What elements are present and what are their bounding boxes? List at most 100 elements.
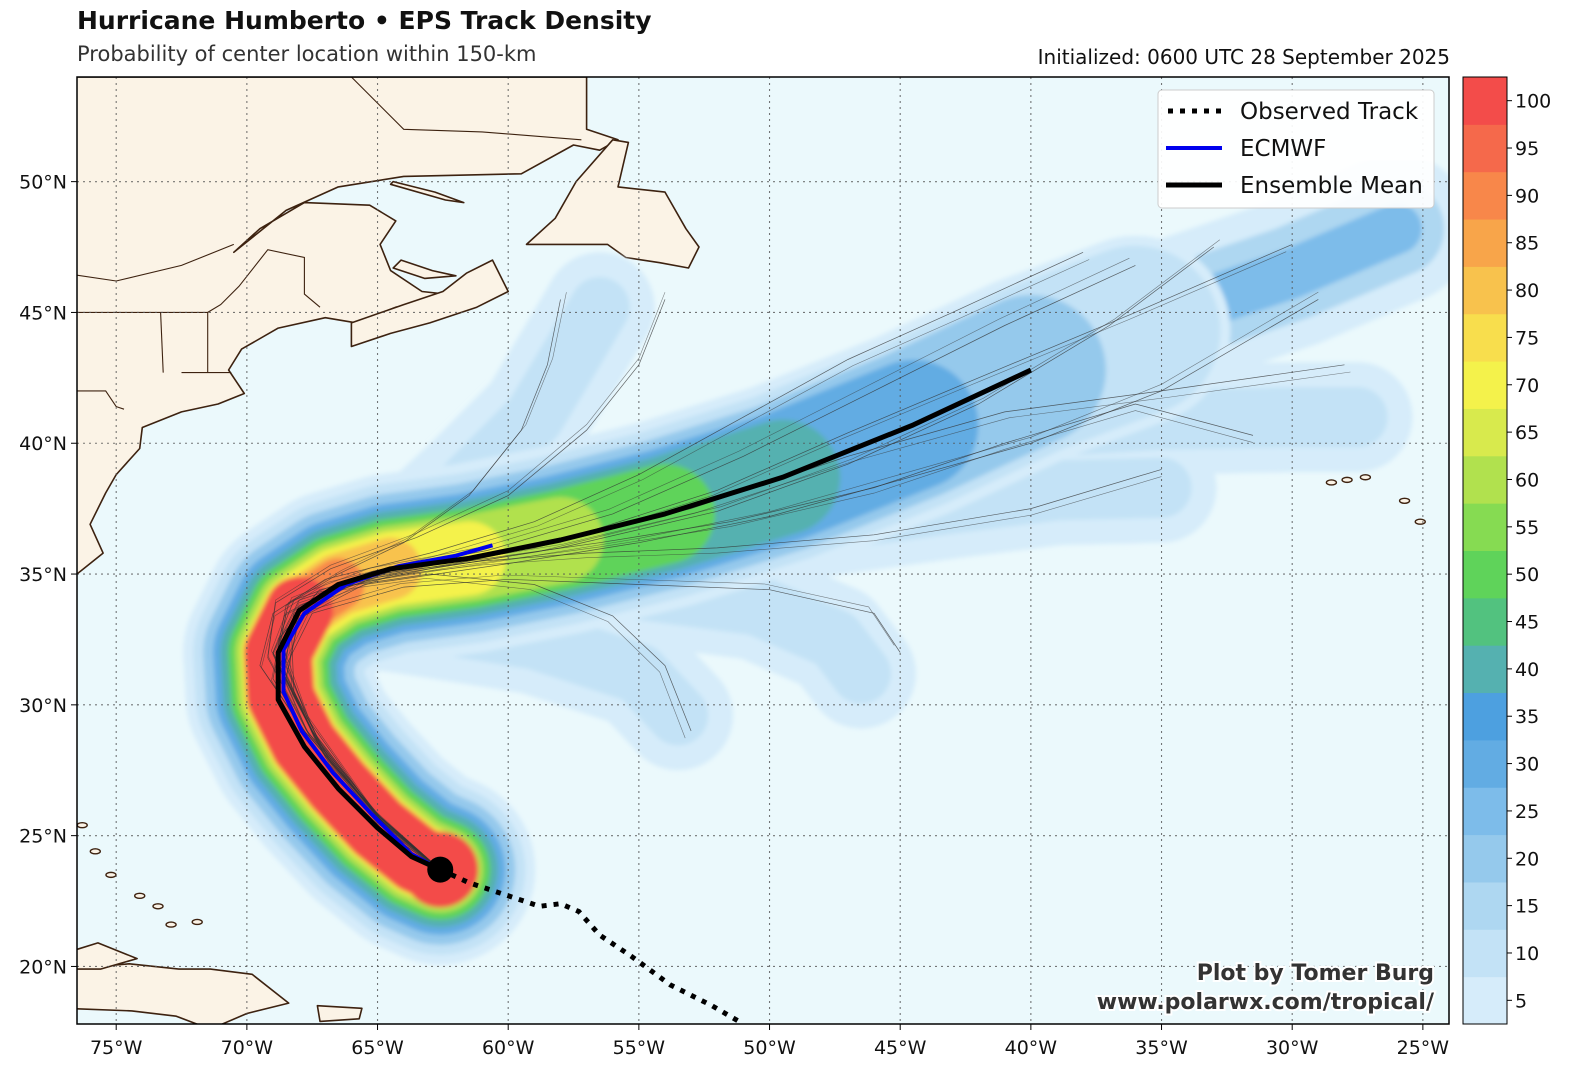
puerto-rico: [316, 1004, 363, 1023]
ensemble-mean-track-line: [275, 367, 1032, 872]
legend: Observed Track ECMWF Ensemble Mean: [1157, 89, 1435, 209]
ensemble-member-track: [277, 292, 567, 870]
colorbar-segment: [1463, 124, 1507, 173]
colorbar-tick-label: 85: [1515, 233, 1539, 255]
colorbar-frame: [1462, 76, 1508, 1025]
colorbar-tick-label: 40: [1515, 659, 1539, 681]
colorbar-segment: [1463, 77, 1507, 125]
island: [134, 892, 146, 900]
colorbar-segment: [1463, 361, 1507, 409]
colorbar-tick-label: 10: [1515, 943, 1539, 965]
ensemble-member-track: [283, 410, 1254, 870]
hispaniola: [77, 962, 290, 1024]
cuba-east: [77, 942, 138, 970]
ensemble-member-track: [267, 292, 666, 870]
border-line: [77, 243, 235, 282]
colorbar-tick-label: 65: [1515, 422, 1539, 444]
prince-edward-island: [392, 259, 457, 280]
colorbar-tick-label: 100: [1515, 91, 1551, 113]
colorbar-segment: [1463, 834, 1507, 883]
map-frame: [76, 76, 1450, 1025]
figure-title: Hurricane Humberto • EPS Track Density: [77, 6, 652, 35]
ensemble-member-track: [272, 476, 1162, 870]
lat-lon-grid: [77, 77, 1449, 1024]
initialization-time: Initialized: 0600 UTC 28 September 2025: [1037, 45, 1450, 69]
ensemble-member-track: [261, 259, 1090, 870]
longitude-tick-label: 35°W: [1135, 1037, 1188, 1059]
credit: Plot by Tomer Burg www.polarwx.com/tropi…: [1095, 959, 1437, 1017]
colorbar-segment: [1463, 313, 1507, 362]
ensemble-member-track: [282, 371, 1351, 870]
ensemble-member-track: [283, 574, 895, 870]
colorbar-tick-label: 50: [1515, 564, 1539, 586]
latitude-tick-label: 20°N: [19, 956, 67, 978]
colorbar-tick-label: 55: [1515, 517, 1539, 539]
island: [1341, 476, 1353, 484]
island: [1325, 479, 1338, 486]
colorbar-segment: [1463, 692, 1507, 741]
map-axes: 75°W 70°W 65°W 60°W 55°W 50°W 45°W 40°W 35°W 30°W…: [19, 172, 1449, 1059]
colorbar-segment: [1463, 266, 1507, 315]
colorbar-segment: [1463, 550, 1507, 599]
colorbar-tick-label: 20: [1515, 848, 1539, 870]
colorbar-tick-label: 25: [1515, 801, 1539, 823]
colorbar-tick-label: 70: [1515, 375, 1539, 397]
ensemble-member-track: [271, 257, 1130, 870]
colorbar-tick-label: 80: [1515, 280, 1539, 302]
legend-box: [1157, 89, 1435, 209]
figure-subtitle: Probability of center location within 15…: [77, 42, 537, 66]
colorbar-segment: [1463, 976, 1507, 1025]
longitude-tick-label: 40°W: [1005, 1037, 1058, 1059]
latitude-tick-label: 50°N: [19, 172, 67, 194]
longitude-tick-label: 50°W: [743, 1037, 796, 1059]
credit-author: Plot by Tomer Burg: [1197, 961, 1434, 986]
nova-scotia: [350, 259, 510, 348]
land-masses: [77, 77, 1426, 1024]
colorbar-tick-label: 90: [1515, 185, 1539, 207]
longitude-tick-label: 45°W: [874, 1037, 927, 1059]
observed-track-legend-label: Observed Track: [1240, 99, 1419, 125]
longitude-tick-label: 70°W: [221, 1037, 274, 1059]
colorbar-segment: [1463, 929, 1507, 978]
storm-center-marker: [427, 856, 454, 883]
latitude-tick-label: 25°N: [19, 826, 67, 848]
credit-url: www.polarwx.com/tropical/: [1097, 990, 1435, 1015]
colorbar-tick-label: 75: [1515, 327, 1539, 349]
longitude-tick-label: 65°W: [351, 1037, 404, 1059]
colorbar-segment: [1463, 503, 1507, 551]
ensemble-member-tracks: [259, 239, 1351, 870]
ensemble-mean-legend-label: Ensemble Mean: [1240, 173, 1423, 199]
colorbar-segment: [1463, 455, 1507, 504]
observed-track-line: [439, 867, 745, 1024]
anticosti-island: [389, 180, 465, 204]
colorbar-tick-label: 30: [1515, 754, 1539, 776]
longitude-tick-label: 55°W: [613, 1037, 666, 1059]
colorbar-segment: [1463, 219, 1507, 267]
island: [77, 821, 88, 829]
longitude-tick-label: 30°W: [1266, 1037, 1319, 1059]
island: [105, 871, 117, 879]
colorbar-tick-label: 5: [1515, 990, 1527, 1012]
colorbar-segment: [1463, 408, 1507, 457]
island: [191, 918, 203, 926]
island: [1414, 518, 1426, 525]
colorbar-segment: [1463, 597, 1507, 646]
colorbar-segment: [1463, 739, 1507, 788]
colorbar-tick-label: 35: [1515, 706, 1539, 728]
latitude-tick-label: 45°N: [19, 302, 67, 324]
colorbar-tick-label: 45: [1515, 612, 1539, 634]
colorbar-segment: [1463, 787, 1507, 836]
colorbar-tick-label: 60: [1515, 469, 1539, 491]
island: [89, 848, 101, 855]
latitude-tick-label: 40°N: [19, 433, 67, 455]
colorbar-segment: [1463, 881, 1507, 930]
ecmwf-legend-label: ECMWF: [1240, 136, 1326, 162]
colorbar-tick-label: 95: [1515, 138, 1539, 160]
colorbar-segment: [1463, 645, 1507, 694]
latitude-tick-label: 30°N: [19, 695, 67, 717]
latitude-tick-label: 35°N: [19, 564, 67, 586]
colorbar: 5 10 15 20 25 30 35 40 45 50 55 60 65 70 75 80 85 90 95 100: [1462, 76, 1551, 1025]
colorbar-tick-label: 15: [1515, 896, 1539, 918]
colorbar-segment: [1463, 171, 1507, 220]
border-line: [160, 312, 164, 373]
